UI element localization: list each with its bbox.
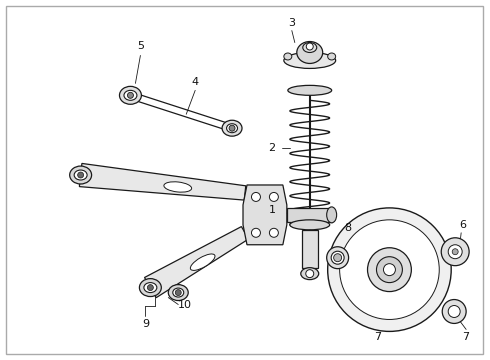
Ellipse shape <box>140 279 161 297</box>
Text: 6: 6 <box>460 220 466 230</box>
Circle shape <box>340 220 439 319</box>
Ellipse shape <box>328 53 336 60</box>
Polygon shape <box>243 185 287 245</box>
Circle shape <box>251 228 261 237</box>
Ellipse shape <box>327 247 348 269</box>
Ellipse shape <box>74 170 87 180</box>
Circle shape <box>270 228 278 237</box>
Circle shape <box>306 270 314 278</box>
Circle shape <box>251 193 261 201</box>
Text: 2: 2 <box>269 143 275 153</box>
Ellipse shape <box>124 90 137 100</box>
Text: 5: 5 <box>137 41 144 50</box>
Ellipse shape <box>331 251 344 264</box>
Polygon shape <box>79 163 246 200</box>
Circle shape <box>376 257 402 283</box>
Circle shape <box>448 245 462 259</box>
Text: 9: 9 <box>142 319 149 329</box>
Ellipse shape <box>144 283 157 293</box>
Ellipse shape <box>190 254 215 270</box>
Ellipse shape <box>226 124 238 133</box>
Ellipse shape <box>70 166 92 184</box>
Ellipse shape <box>173 288 184 297</box>
Circle shape <box>175 289 181 296</box>
Text: 3: 3 <box>288 18 295 28</box>
Text: 7: 7 <box>463 332 470 342</box>
Text: 8: 8 <box>344 223 351 233</box>
Circle shape <box>328 208 451 332</box>
Circle shape <box>229 125 235 131</box>
Polygon shape <box>145 226 248 298</box>
Circle shape <box>452 249 458 255</box>
Ellipse shape <box>284 53 292 60</box>
Ellipse shape <box>120 86 142 104</box>
Bar <box>287 208 332 222</box>
Text: 7: 7 <box>374 332 381 342</box>
Circle shape <box>306 43 313 50</box>
Ellipse shape <box>327 207 337 223</box>
Bar <box>302 230 318 268</box>
Circle shape <box>270 193 278 201</box>
Circle shape <box>448 306 460 318</box>
Ellipse shape <box>164 182 192 192</box>
Circle shape <box>384 264 395 276</box>
Ellipse shape <box>168 285 188 301</box>
Circle shape <box>441 238 469 266</box>
Ellipse shape <box>301 268 318 280</box>
Circle shape <box>368 248 412 292</box>
Ellipse shape <box>288 85 332 95</box>
Ellipse shape <box>297 41 323 63</box>
Circle shape <box>127 92 133 98</box>
Text: 1: 1 <box>269 205 275 215</box>
Ellipse shape <box>290 220 330 230</box>
Ellipse shape <box>303 42 317 53</box>
Ellipse shape <box>222 120 242 136</box>
Circle shape <box>442 300 466 323</box>
Text: 4: 4 <box>192 77 199 87</box>
Circle shape <box>147 285 153 291</box>
Ellipse shape <box>284 53 336 68</box>
Circle shape <box>334 254 342 262</box>
Text: 10: 10 <box>178 300 192 310</box>
Circle shape <box>77 172 84 178</box>
